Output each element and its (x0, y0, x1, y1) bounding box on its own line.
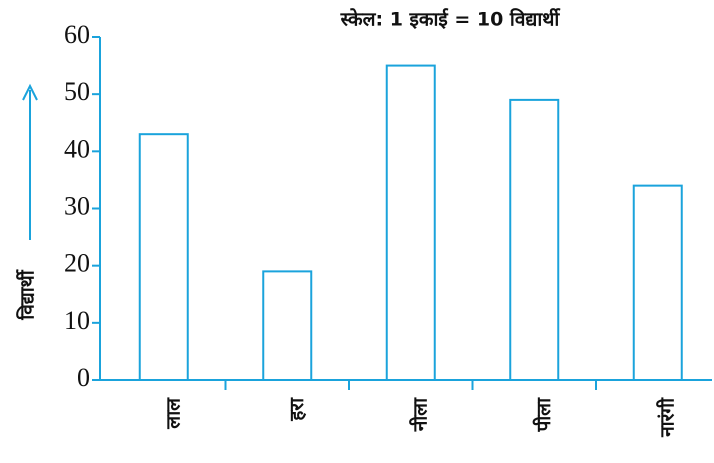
y-tick-label: 60 (64, 20, 90, 49)
x-tick-label: हरा (286, 397, 308, 422)
y-tick-label: 20 (64, 249, 90, 278)
bar (385, 64, 436, 381)
bar (262, 270, 313, 381)
y-tick-label: 50 (64, 77, 90, 106)
x-tick-label: नारंगी (655, 397, 678, 438)
chart-title: स्केल: 1 इकाई = 10 विद्यार्थी (340, 8, 562, 31)
y-tick-label: 30 (64, 191, 90, 220)
x-tick-label: पीला (532, 397, 555, 433)
bar (509, 98, 560, 381)
bar (138, 133, 189, 381)
y-tick-label: 40 (64, 134, 90, 163)
y-arrow-head (22, 83, 38, 101)
y-axis-label: विद्यार्थी (16, 268, 39, 321)
y-tick-label: 10 (64, 306, 90, 335)
x-tick-label: नीला (408, 397, 431, 432)
bar (632, 184, 683, 381)
x-tick-label: लाल (162, 397, 184, 430)
y-tick-label: 0 (77, 363, 90, 392)
